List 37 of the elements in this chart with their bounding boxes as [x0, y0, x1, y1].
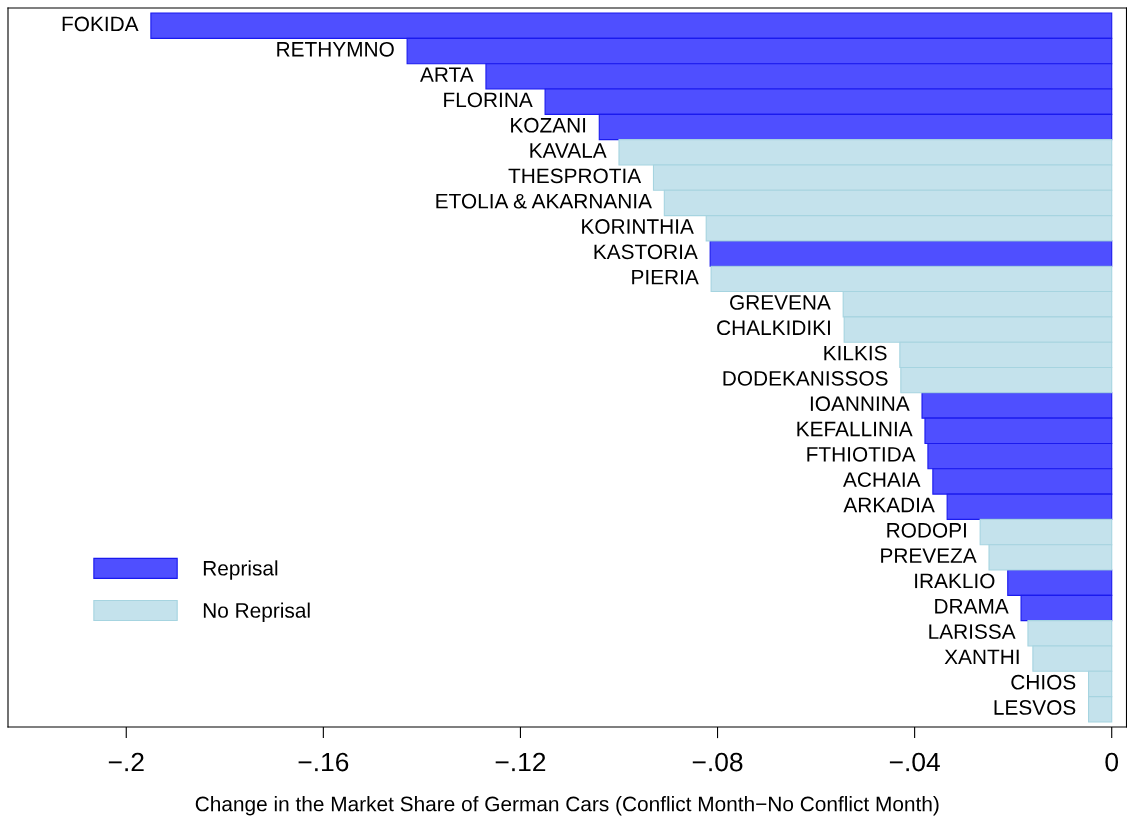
x-axis-title: Change in the Market Share of German Cars (Conflict Month−No Conflict Month): [195, 796, 939, 816]
y-tick-label: ETOLIA & AKARNANIA: [436, 193, 652, 209]
y-tick-label: PIERIA: [632, 269, 699, 285]
x-tick-label: −.08: [692, 752, 743, 772]
x-tick-label: −.16: [298, 752, 349, 772]
y-tick-label: FLORINA: [444, 92, 533, 108]
y-tick-label: PREVEZA: [881, 548, 977, 563]
y-tick-label: KILKIS: [824, 345, 887, 361]
y-tick-label: GREVENA: [730, 295, 831, 310]
y-tick-label: LARISSA: [929, 624, 1016, 639]
y-tick-label: RETHYMNO: [277, 41, 394, 57]
y-tick-label: XANTHI: [944, 649, 1019, 665]
y-tick-label: ACHAIA: [843, 472, 921, 488]
y-tick-label: FTHIOTIDA: [807, 446, 916, 462]
y-tick-label: CHIOS: [1011, 674, 1076, 690]
y-tick-label: KORINTHIA: [582, 219, 694, 234]
y-tick-label: IRAKLIO: [915, 573, 995, 589]
y-tick-label: THESPROTIA: [508, 168, 642, 184]
y-tick-label: DRAMA: [935, 599, 1009, 614]
y-tick-label: ARTA: [420, 67, 474, 82]
x-tick-label: 0: [1105, 752, 1119, 772]
x-tick-label: −.12: [495, 752, 546, 772]
y-tick-label: ARKADIA: [843, 497, 935, 513]
legend-label: Reprisal: [203, 560, 278, 580]
y-tick-label: IOANNINA: [810, 396, 910, 412]
y-tick-label: LESVOS: [994, 700, 1076, 715]
y-tick-label: RODOPI: [887, 522, 966, 538]
y-tick-label: KEFALLINIA: [797, 421, 913, 437]
y-tick-label: KAVALA: [530, 143, 607, 158]
x-tick-label: −.04: [889, 752, 940, 772]
x-tick-label: −.2: [108, 752, 144, 772]
legend-label: No Reprisal: [203, 602, 310, 622]
y-tick-label: KASTORIA: [594, 244, 698, 260]
y-tick-label: CHALKIDIKI: [717, 320, 830, 336]
y-tick-label: FOKIDA: [62, 16, 139, 32]
y-tick-label: DODEKANISSOS: [723, 371, 888, 386]
y-tick-label: KOZANI: [511, 117, 586, 133]
